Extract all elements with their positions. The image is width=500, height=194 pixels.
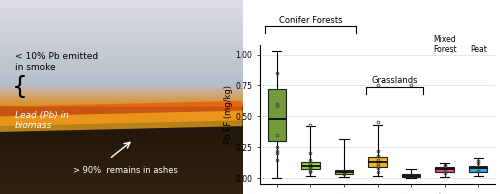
Polygon shape bbox=[0, 111, 242, 132]
PathPatch shape bbox=[436, 167, 454, 172]
PathPatch shape bbox=[402, 174, 420, 177]
Text: > 90%  remains in ashes: > 90% remains in ashes bbox=[73, 166, 178, 175]
Text: Conifer Forests: Conifer Forests bbox=[278, 16, 342, 25]
Text: Grasslands: Grasslands bbox=[371, 76, 418, 85]
Text: {: { bbox=[12, 75, 28, 99]
PathPatch shape bbox=[334, 170, 353, 174]
Text: Peat: Peat bbox=[470, 45, 486, 54]
Y-axis label: Pb EF (mg/kg): Pb EF (mg/kg) bbox=[224, 85, 232, 144]
Text: < 10% Pb emitted
in smoke: < 10% Pb emitted in smoke bbox=[14, 52, 98, 72]
PathPatch shape bbox=[301, 162, 320, 170]
PathPatch shape bbox=[469, 166, 488, 172]
PathPatch shape bbox=[368, 157, 386, 167]
PathPatch shape bbox=[268, 89, 286, 141]
Text: Lead (Pb) in
biomass: Lead (Pb) in biomass bbox=[14, 111, 68, 130]
Polygon shape bbox=[0, 101, 242, 126]
Text: Mixed
Forest: Mixed Forest bbox=[433, 35, 456, 54]
